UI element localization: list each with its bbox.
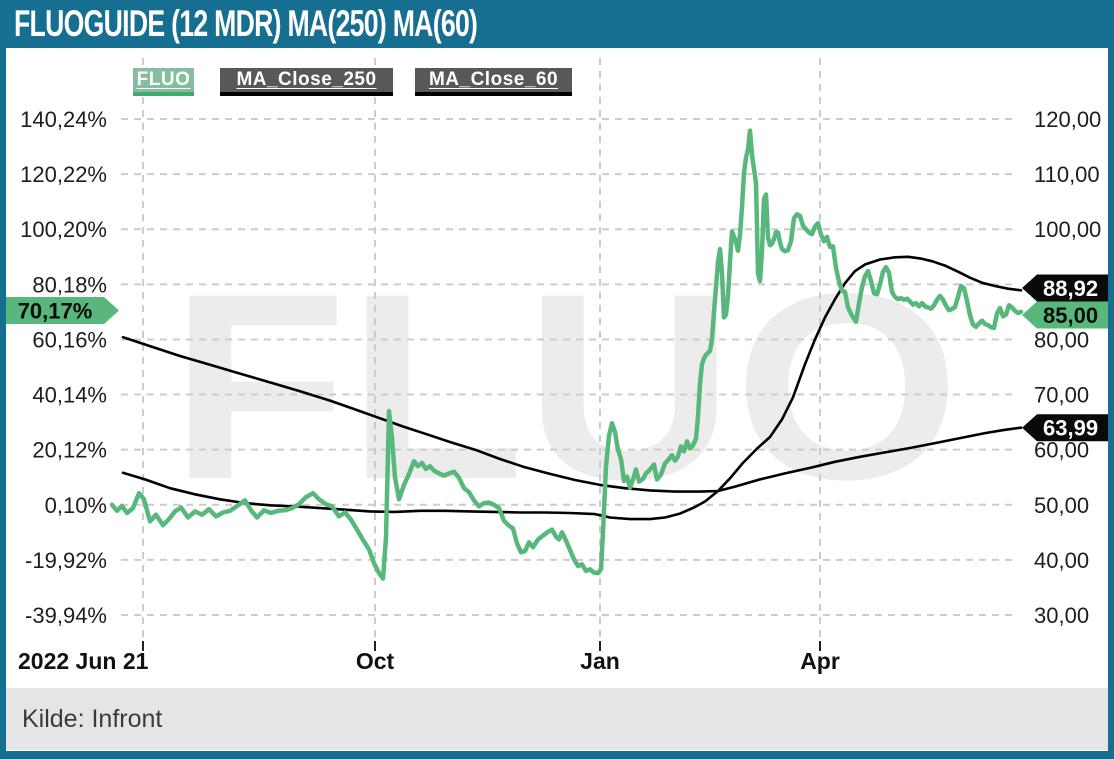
y-axis-right-label: 30,00 xyxy=(1034,603,1089,628)
footer-bar: Kilde: Infront xyxy=(6,688,1108,750)
y-axis-left-label: 60,16% xyxy=(32,327,107,352)
chart-area: FLUO 140,24% 120,00 120,22% 110,00 100,20% 100… xyxy=(0,48,1114,687)
last-value-badge-ma-close-250 xyxy=(1022,414,1108,442)
y-axis-right-label: 50,00 xyxy=(1034,493,1089,518)
source-label: Kilde: Infront xyxy=(22,704,163,733)
y-axis-right-label: 80,00 xyxy=(1034,327,1089,352)
title-bar: FLUOGUIDE (12 MDR) MA(250) MA(60) xyxy=(0,0,1114,48)
y-axis-right-label: 60,00 xyxy=(1034,438,1089,463)
last-value-badge-ma-close-60 xyxy=(1022,274,1108,302)
last-value-badge-label: 85,00 xyxy=(1043,303,1098,328)
y-axis-left-label: 100,20% xyxy=(20,217,107,242)
current-percent-badge-label: 70,17% xyxy=(18,299,93,324)
y-axis-left-label: -39,94% xyxy=(25,603,107,628)
fluo-line xyxy=(109,128,1024,581)
y-axis-right-label: 100,00 xyxy=(1034,217,1101,242)
y-axis-left-label: 80,18% xyxy=(32,272,107,297)
x-axis-label: Apr xyxy=(800,648,840,674)
last-value-badge-fluo xyxy=(1022,301,1108,329)
current-percent-badge xyxy=(6,297,119,324)
legend-item-ma-close-60: MA_Close_60 xyxy=(415,68,572,96)
chart-title: FLUOGUIDE (12 MDR) MA(250) MA(60) xyxy=(14,3,478,44)
y-axis-right-label: 70,00 xyxy=(1034,383,1089,408)
y-axis-left-label: 0,10% xyxy=(45,493,107,518)
last-value-badge-label: 88,92 xyxy=(1043,276,1098,301)
y-axis-left-label: -19,92% xyxy=(25,548,107,573)
x-axis-label: 2022 Jun 21 xyxy=(18,648,149,674)
y-axis-left-label: 20,12% xyxy=(32,438,107,463)
legend-item-ma-close-250: MA_Close_250 xyxy=(220,68,393,96)
frame-border-bottom xyxy=(0,751,1114,759)
ma-close-250-line xyxy=(121,335,1023,493)
price-chart: FLUO 140,24% 120,00 120,22% 110,00 100,20% 100… xyxy=(6,58,1108,674)
legend-item-fluo: FLUO xyxy=(133,68,194,96)
y-axis-left-label: 140,24% xyxy=(20,107,107,132)
y-axis-right-label: 40,00 xyxy=(1034,548,1089,573)
last-value-badge-label: 63,99 xyxy=(1043,416,1098,441)
y-axis-right-label: 110,00 xyxy=(1034,162,1100,187)
y-axis-left-label: 120,22% xyxy=(20,162,107,187)
frame-border-left xyxy=(0,0,6,759)
y-axis-left-label: 40,14% xyxy=(32,383,107,408)
watermark-text: FLUO xyxy=(170,239,960,535)
frame-border-right xyxy=(1108,0,1114,759)
x-axis-label: Oct xyxy=(356,648,395,674)
x-axis-label: Jan xyxy=(580,648,620,674)
y-axis-right-label: 120,00 xyxy=(1034,107,1101,132)
